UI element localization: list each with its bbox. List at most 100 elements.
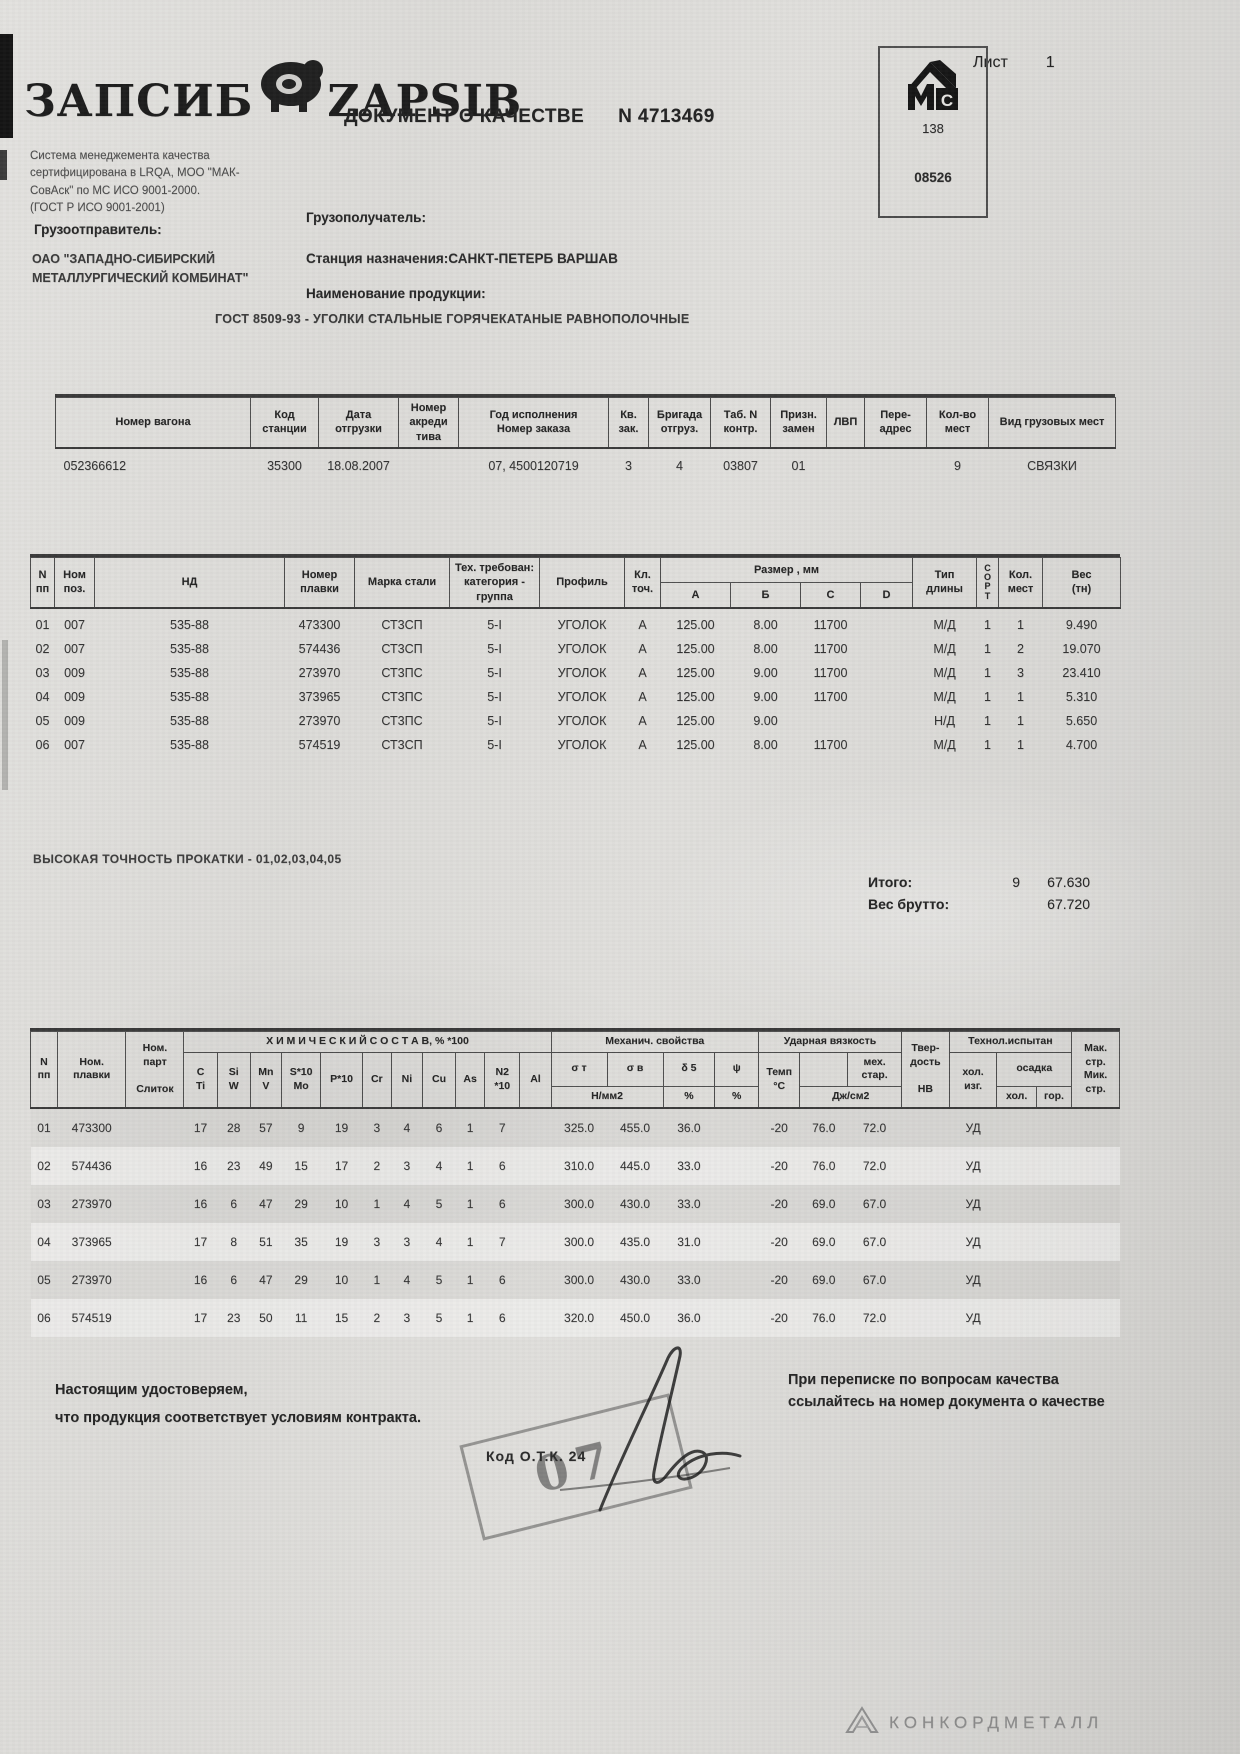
table-cell: 3	[1017, 665, 1024, 680]
table-cell: 3	[373, 1234, 381, 1249]
table-cell: 273970	[298, 713, 341, 728]
chem-header-row-2: C Ti Si W Mn V S*10 Mo P*10 Cr Ni Cu As …	[31, 1051, 1120, 1109]
chem-header-row-3: Н/мм2 % % Дж/см2 хол. гор.	[31, 1085, 1120, 1109]
table-cell: 535-88	[170, 689, 209, 704]
table-cell: 29	[294, 1196, 308, 1211]
col-al: Al	[519, 1051, 552, 1109]
product-header-row-2: А Б С D	[31, 581, 1121, 609]
table-cell: СВЯЗКИ	[1027, 458, 1077, 473]
table-cell	[520, 1261, 551, 1299]
table-cell: 1	[984, 737, 991, 752]
unit-psi-pct: %	[714, 1085, 759, 1109]
consignor-label: Грузоотправитель:	[34, 222, 162, 237]
col-cu: Cu	[421, 1051, 457, 1109]
table-cell: УД	[965, 1272, 981, 1287]
table-cell	[827, 448, 865, 479]
col-size-a: А	[660, 581, 731, 609]
table-cell: 445.0	[620, 1158, 651, 1173]
table-cell: 03	[35, 665, 50, 680]
col-heat-number: Номер плавки	[284, 556, 355, 609]
col-wagon-number: Номер вагона	[55, 396, 251, 449]
col-nom-poz: Ном поз.	[54, 556, 95, 609]
table-cell: УД	[965, 1158, 981, 1173]
table-cell: 06	[37, 1310, 51, 1325]
table-cell: 33.0	[677, 1158, 701, 1173]
table-cell: 574436	[298, 641, 341, 656]
chem-header-row-1: N пп Ном. плавки Ном. парт Слиток Х И М …	[30, 1030, 1120, 1109]
table-cell: 19	[334, 1234, 349, 1249]
table-cell: 11700	[813, 617, 848, 632]
table-cell: 6	[498, 1196, 506, 1211]
consignee-label: Грузополучатель:	[306, 210, 426, 225]
table-row: 01 473300 17 28 57 9 19 3 4 6 1 7 325.0 455.0 36.0 -20 7…	[31, 1108, 1120, 1147]
table-cell	[126, 1223, 184, 1261]
table-row: 03 273970 16 6 47 29 10 1 4 5 1 6 300.0 430.0 33.0 -20 6…	[31, 1185, 1120, 1223]
table-cell: 1	[1017, 689, 1024, 704]
table-cell: 06	[35, 737, 50, 752]
table-cell	[902, 1108, 950, 1147]
table-cell: 2	[1017, 641, 1024, 656]
product-table: N пп Ном поз. НД Номер плавки Марка стал…	[30, 554, 1121, 757]
table-cell: 4	[403, 1196, 411, 1211]
table-cell: 10	[334, 1196, 349, 1211]
table-cell: 535-88	[170, 713, 209, 728]
table-cell: 1	[984, 617, 991, 632]
table-cell: 535-88	[170, 617, 209, 632]
table-cell: 11700	[813, 737, 848, 752]
table-cell: -20	[770, 1196, 788, 1211]
consignor-value: ОАО "ЗАПАДНО-СИБИРСКИЙ МЕТАЛЛУРГИЧЕСКИЙ …	[32, 252, 249, 285]
col-accuracy-class: Кл. точ.	[624, 556, 661, 609]
table-cell: 009	[64, 689, 85, 704]
table-cell	[902, 1147, 950, 1185]
chem-composition-group: Х И М И Ч Е С К И Й С О С Т А В, % *100	[183, 1031, 552, 1053]
table-cell	[997, 1223, 1036, 1261]
table-cell: 373965	[71, 1234, 112, 1249]
col-profile: Профиль	[539, 556, 625, 609]
col-upsetting-hot: гор.	[1035, 1085, 1073, 1109]
table-cell	[126, 1147, 184, 1185]
table-cell: 23.410	[1062, 665, 1101, 680]
table-cell: 11700	[813, 689, 848, 704]
table-cell: 430.0	[620, 1196, 651, 1211]
table-cell	[715, 1185, 759, 1223]
table-cell	[715, 1223, 759, 1261]
table-cell: 57	[259, 1120, 273, 1135]
col-cold-bend: хол. изг.	[948, 1051, 998, 1109]
table-cell	[715, 1261, 759, 1299]
col-impact-aged: мех. стар.	[847, 1051, 903, 1087]
table-row: 05 009 535-88 273970 СТ3ПС 5-I УГОЛОК А 125.00 9.…	[31, 709, 1121, 733]
table-cell: 5-I	[487, 665, 502, 680]
table-cell	[861, 685, 913, 709]
table-cell	[997, 1108, 1036, 1147]
col-tab-n: Таб. N контр.	[710, 396, 771, 449]
table-row: 04 009 535-88 373965 СТ3ПС 5-I УГОЛОК А 125.00 9.…	[31, 685, 1121, 709]
table-cell: 02	[37, 1158, 51, 1173]
table-row: 04 373965 17 8 51 35 19 3 3 4 1 7 300.0 435.0 31.0 -20 6…	[30, 1222, 1120, 1261]
table-row: 052366612 35300 18.08.2007 07, 4500120719 3 4…	[56, 448, 1116, 479]
table-cell	[861, 709, 913, 733]
table-cell: 1	[466, 1196, 474, 1211]
table-cell	[399, 448, 459, 479]
table-cell	[1036, 1261, 1071, 1299]
col-batch-ingot: Ном. парт Слиток	[125, 1030, 185, 1109]
rolling-accuracy-note: ВЫСОКАЯ ТОЧНОСТЬ ПРОКАТКИ - 01,02,03,04,…	[33, 852, 342, 866]
wagon-header-row: Номер вагона Код станции Дата отгрузки Н…	[55, 396, 1116, 449]
col-places: Кол. мест	[998, 556, 1043, 609]
table-cell	[861, 637, 913, 661]
col-p10: P*10	[320, 1051, 363, 1109]
table-cell: 009	[64, 713, 85, 728]
scan-edge-artifact	[0, 34, 13, 138]
scan-edge-artifact	[0, 150, 7, 180]
table-cell: 5-I	[487, 641, 502, 656]
table-cell: -20	[770, 1310, 788, 1325]
table-cell: 36.0	[677, 1120, 701, 1135]
table-cell: 300.0	[564, 1272, 595, 1287]
table-cell: 473300	[298, 617, 341, 632]
col-sort: С О Р Т	[976, 556, 999, 609]
table-cell: 02	[35, 641, 50, 656]
table-cell: УГОЛОК	[557, 665, 607, 680]
table-cell: А	[638, 689, 647, 704]
table-cell	[520, 1223, 551, 1261]
table-cell: 4	[435, 1234, 443, 1249]
col-cr: Cr	[361, 1051, 392, 1109]
